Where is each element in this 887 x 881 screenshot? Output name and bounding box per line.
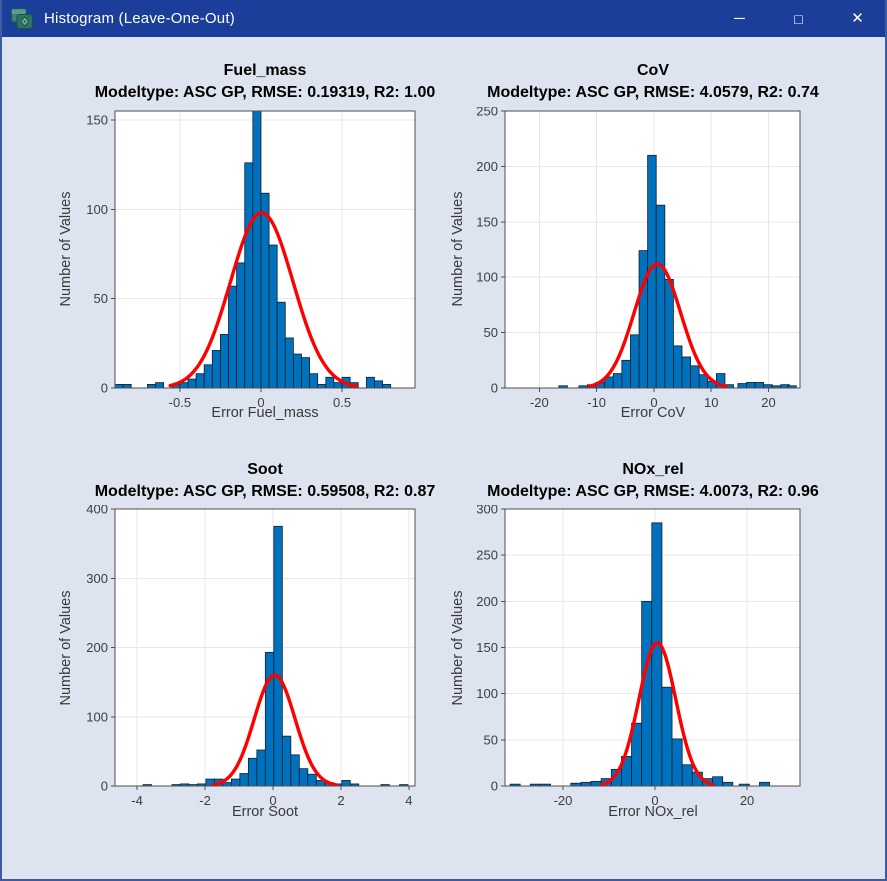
- close-button[interactable]: ✕: [828, 0, 887, 37]
- svg-text:4: 4: [405, 793, 412, 808]
- svg-text:0: 0: [101, 381, 108, 396]
- svg-text:0: 0: [101, 779, 108, 794]
- svg-text:300: 300: [86, 571, 108, 586]
- svg-text:-20: -20: [554, 793, 573, 808]
- y-axis-label: Number of Values: [450, 191, 466, 307]
- svg-text:-2: -2: [199, 793, 211, 808]
- svg-text:100: 100: [476, 270, 498, 285]
- maximize-button[interactable]: □: [769, 0, 828, 37]
- svg-text:0: 0: [491, 381, 498, 396]
- x-axis-label: Error CoV: [620, 405, 686, 421]
- svg-text:200: 200: [86, 640, 108, 655]
- minimize-icon: ─: [734, 10, 745, 27]
- svg-text:400: 400: [86, 505, 108, 517]
- plot-subtitle: Modeltype: ASC GP, RMSE: 0.19319, R2: 1.…: [94, 84, 436, 101]
- svg-text:0: 0: [491, 779, 498, 794]
- plot-area-fuel-mass: -0.5 0 0.5 0 50 100 150: [86, 110, 416, 410]
- svg-text:-20: -20: [530, 395, 549, 410]
- svg-text:100: 100: [476, 686, 498, 701]
- svg-text:2: 2: [337, 793, 344, 808]
- plot-title: CoV: [637, 62, 669, 79]
- svg-text:-0.5: -0.5: [169, 395, 191, 410]
- svg-text:150: 150: [476, 640, 498, 655]
- x-axis-label: Error Fuel_mass: [211, 405, 319, 421]
- window-title: Histogram (Leave-One-Out): [44, 10, 235, 27]
- svg-text:-10: -10: [587, 395, 606, 410]
- plot-title: Fuel_mass: [223, 62, 307, 79]
- svg-text:250: 250: [476, 107, 498, 119]
- svg-text:200: 200: [476, 159, 498, 174]
- svg-text:20: 20: [740, 793, 754, 808]
- titlebar[interactable]: Histogram (Leave-One-Out) ─ □ ✕: [0, 0, 887, 37]
- svg-text:150: 150: [86, 112, 108, 127]
- svg-text:250: 250: [476, 548, 498, 563]
- plot-area-soot: -4 -2 0 2 4 0 100 200 300 400: [86, 505, 416, 808]
- x-axis-label: Error Soot: [231, 804, 299, 820]
- svg-text:50: 50: [484, 325, 498, 340]
- svg-text:100: 100: [86, 709, 108, 724]
- svg-text:0: 0: [650, 395, 657, 410]
- svg-text:20: 20: [761, 395, 775, 410]
- y-axis-label: Number of Values: [450, 590, 466, 706]
- svg-text:150: 150: [476, 214, 498, 229]
- y-axis-label: Number of Values: [58, 191, 74, 307]
- svg-text:-4: -4: [131, 793, 143, 808]
- plot-title: Soot: [247, 461, 283, 478]
- svg-text:300: 300: [476, 505, 498, 517]
- minimize-button[interactable]: ─: [710, 0, 769, 37]
- svg-text:0: 0: [257, 395, 264, 410]
- close-icon: ✕: [851, 10, 864, 27]
- x-axis-label: Error NOx_rel: [608, 804, 698, 820]
- app-icon: [11, 8, 33, 29]
- plot-title: NOx_rel: [622, 461, 684, 478]
- svg-text:0: 0: [651, 793, 658, 808]
- window-controls: ─ □ ✕: [710, 0, 887, 37]
- plot-subtitle: Modeltype: ASC GP, RMSE: 4.0073, R2: 0.9…: [487, 483, 819, 500]
- plot-subtitle: Modeltype: ASC GP, RMSE: 0.59508, R2: 0.…: [94, 483, 436, 500]
- svg-text:100: 100: [86, 202, 108, 217]
- y-axis-label: Number of Values: [58, 590, 74, 706]
- maximize-icon: □: [794, 10, 803, 27]
- svg-text:50: 50: [484, 732, 498, 747]
- svg-text:50: 50: [94, 291, 108, 306]
- svg-text:10: 10: [704, 395, 718, 410]
- plot-subtitle: Modeltype: ASC GP, RMSE: 4.0579, R2: 0.7…: [487, 84, 819, 101]
- svg-text:0: 0: [269, 793, 276, 808]
- svg-text:0.5: 0.5: [333, 395, 351, 410]
- svg-text:200: 200: [476, 594, 498, 609]
